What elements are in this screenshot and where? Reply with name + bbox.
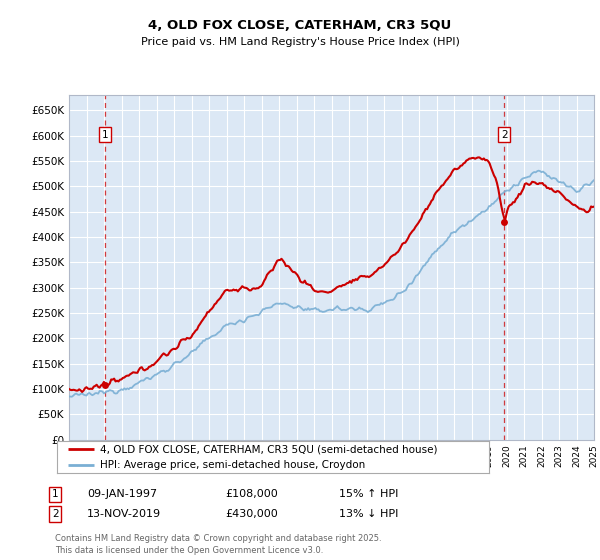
Text: 1: 1 [101, 130, 108, 140]
Text: £430,000: £430,000 [225, 509, 278, 519]
Text: 15% ↑ HPI: 15% ↑ HPI [339, 489, 398, 500]
Text: Contains HM Land Registry data © Crown copyright and database right 2025.
This d: Contains HM Land Registry data © Crown c… [55, 534, 382, 555]
Text: 4, OLD FOX CLOSE, CATERHAM, CR3 5QU (semi-detached house): 4, OLD FOX CLOSE, CATERHAM, CR3 5QU (sem… [100, 445, 438, 455]
Text: 2: 2 [501, 130, 508, 140]
Text: HPI: Average price, semi-detached house, Croydon: HPI: Average price, semi-detached house,… [100, 460, 365, 470]
Text: 13% ↓ HPI: 13% ↓ HPI [339, 509, 398, 519]
Text: 13-NOV-2019: 13-NOV-2019 [87, 509, 161, 519]
Text: 09-JAN-1997: 09-JAN-1997 [87, 489, 157, 500]
Text: 1: 1 [52, 489, 59, 500]
Text: 2: 2 [52, 509, 59, 519]
Text: 4, OLD FOX CLOSE, CATERHAM, CR3 5QU: 4, OLD FOX CLOSE, CATERHAM, CR3 5QU [148, 18, 452, 32]
Text: £108,000: £108,000 [225, 489, 278, 500]
Text: Price paid vs. HM Land Registry's House Price Index (HPI): Price paid vs. HM Land Registry's House … [140, 37, 460, 47]
